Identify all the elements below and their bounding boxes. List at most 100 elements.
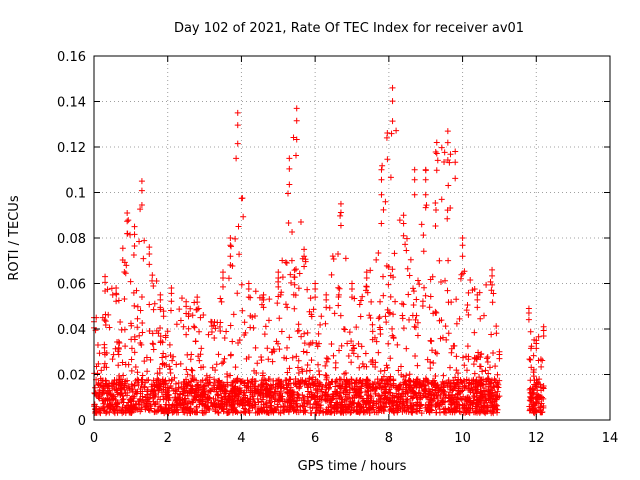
data-point — [175, 379, 182, 386]
data-point — [490, 290, 497, 297]
data-point — [215, 410, 222, 417]
data-point — [341, 384, 348, 391]
data-point — [461, 268, 468, 275]
data-point — [238, 398, 245, 405]
data-point — [460, 402, 467, 409]
data-point — [219, 360, 226, 367]
data-point — [389, 98, 396, 105]
data-point — [217, 328, 224, 335]
data-point — [206, 394, 213, 401]
data-point — [245, 399, 252, 406]
data-point — [461, 362, 468, 369]
data-point — [343, 376, 350, 383]
data-point — [485, 370, 492, 377]
data-point — [439, 334, 446, 341]
data-point — [312, 387, 319, 394]
data-point — [169, 357, 176, 364]
data-point — [495, 384, 502, 391]
data-point — [220, 359, 227, 366]
data-point — [393, 399, 400, 406]
data-point — [236, 388, 243, 395]
data-point — [230, 377, 237, 384]
data-point — [121, 382, 128, 389]
data-point — [131, 223, 138, 230]
data-point — [387, 373, 394, 380]
x-tick-label: 14 — [602, 431, 619, 446]
data-point — [290, 134, 297, 141]
data-point — [333, 377, 340, 384]
grid-lines — [94, 56, 610, 420]
data-point — [102, 311, 109, 318]
data-point — [162, 401, 169, 408]
data-point — [262, 377, 269, 384]
data-point — [164, 328, 171, 335]
data-point — [183, 303, 190, 310]
data-point — [128, 381, 135, 388]
data-point — [136, 332, 143, 339]
data-point — [125, 217, 132, 224]
data-point — [433, 409, 440, 416]
data-point — [164, 391, 171, 398]
data-point — [160, 350, 167, 357]
data-point — [384, 156, 391, 163]
data-point — [476, 409, 483, 416]
data-point — [215, 379, 222, 386]
data-point — [477, 315, 484, 322]
data-point — [281, 354, 288, 361]
x-tick-label: 8 — [385, 431, 393, 446]
data-point — [141, 237, 148, 244]
data-point — [362, 350, 369, 357]
data-point — [322, 408, 329, 415]
data-point — [488, 392, 495, 399]
data-point — [162, 334, 169, 341]
data-point — [338, 342, 345, 349]
data-point — [194, 381, 201, 388]
data-point — [384, 306, 391, 313]
data-point — [442, 277, 449, 284]
data-point — [241, 380, 248, 387]
data-point — [317, 321, 324, 328]
data-point — [227, 352, 234, 359]
data-point — [282, 259, 289, 266]
data-point — [413, 312, 420, 319]
data-point — [177, 360, 184, 367]
data-point — [293, 117, 300, 124]
data-point — [348, 376, 355, 383]
data-point — [227, 322, 234, 329]
data-point — [144, 368, 151, 375]
data-point — [363, 269, 370, 276]
data-point — [189, 375, 196, 382]
data-point — [430, 359, 437, 366]
data-point — [378, 191, 385, 198]
data-point — [110, 406, 117, 413]
data-point — [294, 404, 301, 411]
data-point — [258, 407, 265, 414]
data-point — [301, 263, 308, 270]
data-point — [463, 367, 470, 374]
data-point — [117, 406, 124, 413]
data-point — [295, 327, 302, 334]
data-point — [433, 350, 440, 357]
data-point — [485, 376, 492, 383]
data-point — [395, 385, 402, 392]
data-point — [285, 219, 292, 226]
data-point — [131, 231, 138, 238]
data-point — [160, 381, 167, 388]
data-point — [146, 244, 153, 251]
data-point — [329, 253, 336, 260]
data-point — [168, 285, 175, 292]
data-point — [102, 273, 109, 280]
data-point — [278, 328, 285, 335]
data-point — [531, 400, 538, 407]
data-point — [277, 410, 284, 417]
data-point — [134, 406, 141, 413]
data-point — [391, 250, 398, 257]
data-point — [265, 376, 272, 383]
data-point — [282, 377, 289, 384]
data-point — [399, 300, 406, 307]
data-point — [540, 385, 547, 392]
data-point — [162, 353, 169, 360]
data-point — [140, 255, 147, 262]
data-point — [404, 235, 411, 242]
data-point — [295, 409, 302, 416]
